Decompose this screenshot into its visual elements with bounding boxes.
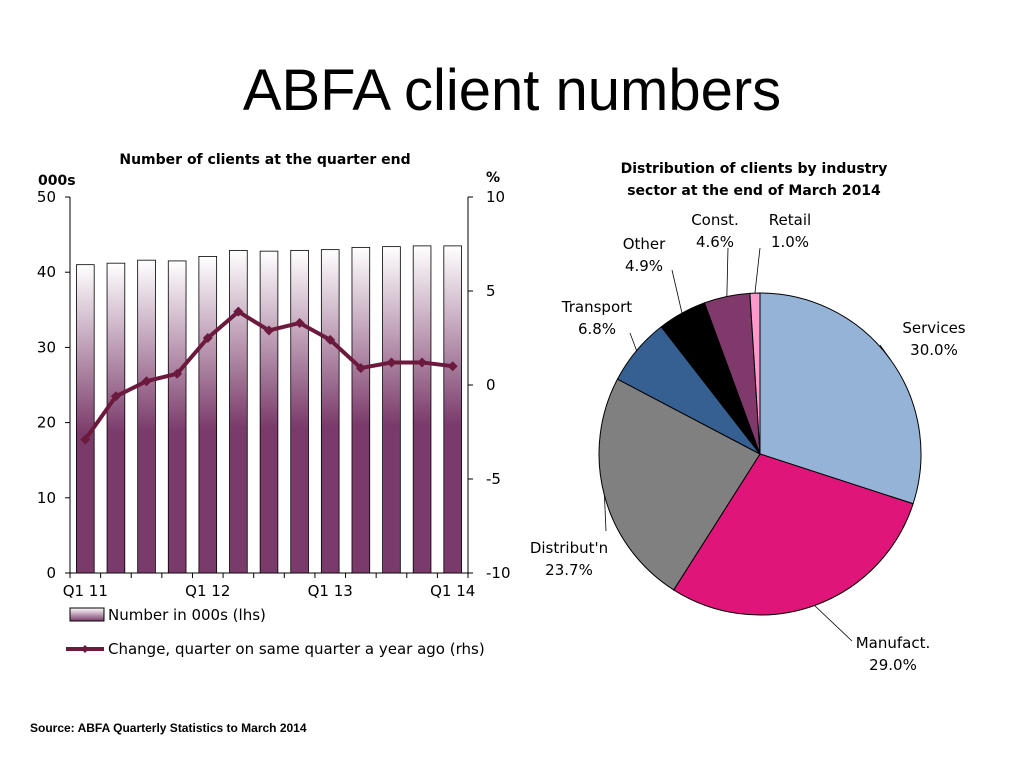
legend-bar-label: Number in 000s (lhs) <box>108 606 266 624</box>
pie-slice <box>759 292 922 505</box>
bar <box>382 246 401 574</box>
bar <box>76 264 95 574</box>
x-tick-label: Q1 12 <box>185 582 230 600</box>
bar <box>259 250 279 574</box>
bar <box>351 246 371 574</box>
pie-slice-percent: 4.9% <box>625 257 663 275</box>
line-point <box>202 333 213 343</box>
right-tick-label: 0 <box>486 376 496 394</box>
pie-leader-line <box>604 495 607 532</box>
pie-slice <box>598 378 761 591</box>
bar <box>290 249 309 574</box>
bar-chart-title: Number of clients at the quarter end <box>119 152 410 168</box>
right-tick-label: -10 <box>486 564 511 582</box>
left-tick-label: 40 <box>37 263 56 281</box>
pie-slice-percent: 30.0% <box>910 341 958 359</box>
pie-chart: Distribution of clients by industry sect… <box>530 161 966 674</box>
line-point <box>386 357 397 368</box>
line-point <box>141 376 152 387</box>
right-tick-label: 5 <box>486 282 496 300</box>
pie-title-line-2: sector at the end of March 2014 <box>627 183 881 199</box>
right-axis-label: % <box>486 170 500 186</box>
line-point <box>417 357 428 368</box>
pie-leader-line <box>671 269 683 314</box>
pie-slice <box>749 292 761 455</box>
bar <box>229 249 248 574</box>
line-point <box>294 317 305 328</box>
pie-leader-line <box>754 247 761 294</box>
pie-slice <box>673 453 914 616</box>
pie-leader-line <box>726 247 729 297</box>
bar <box>167 260 187 574</box>
line-point <box>355 363 366 374</box>
bar-line-chart: Number of clients at the quarter end 000… <box>37 152 511 658</box>
pie-slice-name: Transport <box>561 298 633 316</box>
line-point <box>325 334 336 345</box>
legend-line-marker <box>81 645 89 653</box>
left-tick-label: 20 <box>37 414 56 432</box>
pie-slice-percent: 23.7% <box>545 561 593 579</box>
pie-slice-name: Services <box>902 319 965 337</box>
pie-leader-line <box>629 332 637 351</box>
line-point <box>172 368 183 379</box>
pie-title-line-1: Distribution of clients by industry <box>621 161 888 177</box>
pie-slice-percent: 29.0% <box>869 656 917 674</box>
line-point <box>447 361 458 372</box>
bar <box>443 245 462 574</box>
left-tick-label: 10 <box>37 489 56 507</box>
line-point <box>233 306 244 317</box>
pie-slice-name: Const. <box>691 211 739 229</box>
pie-slice-name: Manufact. <box>856 634 931 652</box>
bar <box>198 256 218 574</box>
bar <box>137 259 156 574</box>
pie-slice-percent: 1.0% <box>771 233 809 251</box>
pie-leader-line <box>879 344 891 360</box>
source-note: Source: ABFA Quarterly Statistics to Mar… <box>30 721 307 735</box>
x-tick-label: Q1 13 <box>308 582 353 600</box>
line-point <box>264 325 274 336</box>
slide-title: ABFA client numbers <box>242 58 782 123</box>
right-tick-label: 10 <box>486 188 505 206</box>
bar <box>412 245 432 574</box>
right-tick-label: -5 <box>486 470 501 488</box>
x-tick-label: Q1 14 <box>430 582 475 600</box>
left-tick-label: 0 <box>46 564 56 582</box>
pie-slice-name: Retail <box>769 211 811 229</box>
legend-bar-swatch <box>69 607 105 622</box>
pie-slice-name: Other <box>623 235 666 253</box>
pie-slice-percent: 4.6% <box>696 233 734 251</box>
pie-slice-name: Distribut'n <box>530 539 608 557</box>
legend-line-label: Change, quarter on same quarter a year a… <box>108 640 485 658</box>
bar <box>320 249 340 574</box>
pie-slice-percent: 6.8% <box>578 320 616 338</box>
line-point <box>80 434 91 445</box>
left-tick-label: 30 <box>37 338 56 356</box>
left-tick-label: 50 <box>37 188 56 206</box>
left-axis-label: 000s <box>38 173 76 189</box>
x-tick-label: Q1 11 <box>63 582 108 600</box>
line-point <box>110 391 121 402</box>
bar <box>106 262 126 574</box>
pie-leader-line <box>814 605 853 642</box>
